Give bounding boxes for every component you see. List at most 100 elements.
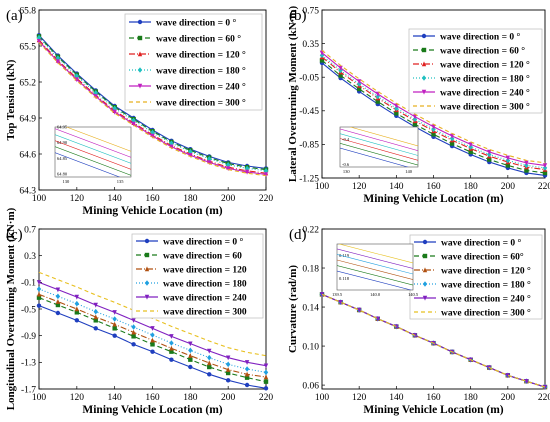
data-point bbox=[188, 341, 193, 347]
y-tick-label: 0.7 bbox=[24, 225, 36, 235]
data-point bbox=[263, 172, 269, 177]
data-point bbox=[263, 168, 269, 174]
data-point bbox=[244, 366, 250, 372]
legend-entry: wave direction = 0 ° bbox=[440, 31, 520, 42]
y-tick-label: 0.06 bbox=[302, 381, 319, 391]
legend-entry: wave direction = 60 bbox=[163, 251, 242, 261]
legend-marker bbox=[422, 239, 428, 245]
x-tick-label: 180 bbox=[183, 194, 198, 204]
legend-entry: wave direction = 180 bbox=[163, 279, 247, 289]
x-tick-label: 180 bbox=[464, 182, 479, 192]
legend-marker bbox=[421, 89, 427, 95]
chart-panel-2: (b) 100 120 140 160 180 200 220 -1.25 -0.85 -0.45 -… bbox=[287, 6, 550, 205]
data-point bbox=[207, 348, 212, 354]
legend-entry: wave direction = 120 ° bbox=[156, 49, 246, 60]
y-tick-label: -1.3 bbox=[21, 359, 36, 369]
x-tick-label: 100 bbox=[315, 393, 330, 403]
data-point bbox=[487, 157, 492, 162]
data-point bbox=[131, 318, 136, 323]
inset-frame bbox=[54, 126, 132, 178]
data-point bbox=[394, 111, 399, 116]
legend-marker bbox=[144, 266, 150, 272]
data-point bbox=[36, 286, 42, 292]
data-point bbox=[112, 105, 117, 112]
inset-x-tick-label: 140 bbox=[405, 169, 413, 174]
x-tick-label: 120 bbox=[70, 393, 85, 403]
legend-marker bbox=[421, 33, 427, 39]
data-point bbox=[394, 103, 399, 109]
data-point bbox=[225, 370, 231, 376]
legend: wave direction = 0 ° wave direction = 60 … bbox=[408, 28, 543, 114]
legend-entry: wave direction = 240 ° bbox=[156, 81, 246, 92]
legend-entry: wave direction = 300 ° bbox=[441, 307, 531, 318]
x-tick-label: 100 bbox=[315, 182, 330, 192]
data-point bbox=[169, 349, 174, 354]
inset-series-line bbox=[337, 259, 413, 280]
y-tick-label: 0.75 bbox=[302, 6, 319, 16]
inset-plot: 130 135 64.80 64.85 64.90 64.95 bbox=[54, 125, 132, 184]
x-tick-label: 120 bbox=[352, 393, 367, 403]
legend-entry: wave direction = 0 ° bbox=[156, 17, 236, 28]
data-point bbox=[150, 326, 155, 331]
data-point bbox=[188, 153, 193, 158]
x-tick-label: 100 bbox=[32, 393, 47, 403]
data-point bbox=[188, 357, 193, 362]
legend-marker bbox=[144, 252, 150, 258]
panel-label: (d) bbox=[289, 227, 307, 243]
legend-marker bbox=[422, 267, 428, 273]
legend-entry: wave direction = 60 ° bbox=[156, 33, 241, 44]
panel-label: (a) bbox=[6, 8, 23, 24]
inset-series-line bbox=[337, 254, 413, 275]
x-tick-label: 120 bbox=[352, 182, 367, 192]
inset-series-line bbox=[340, 143, 418, 166]
data-point bbox=[244, 360, 250, 365]
y-tick-label: 65.8 bbox=[19, 6, 36, 16]
x-tick-label: 160 bbox=[145, 194, 160, 204]
data-point bbox=[93, 302, 98, 308]
data-point bbox=[93, 308, 98, 315]
legend-marker bbox=[137, 67, 143, 73]
data-point bbox=[244, 169, 250, 175]
data-point bbox=[207, 160, 212, 165]
data-point bbox=[169, 144, 174, 150]
data-point bbox=[36, 39, 42, 44]
legend-box bbox=[408, 28, 543, 114]
inset-y-tick-label: 0.118 bbox=[339, 276, 350, 281]
legend-marker bbox=[144, 280, 150, 286]
data-point bbox=[356, 86, 362, 92]
data-point bbox=[468, 142, 473, 147]
x-tick-label: 120 bbox=[70, 194, 85, 204]
legend-entry: wave direction = 120 ° bbox=[441, 265, 531, 276]
legend-marker bbox=[422, 295, 428, 301]
legend-entry: wave direction = 0 ° bbox=[441, 237, 521, 248]
x-tick-label: 200 bbox=[221, 194, 236, 204]
data-point bbox=[150, 129, 155, 136]
y-tick-label: -0.05 bbox=[299, 74, 319, 84]
x-axis-title: Mining Vehicle Location (m) bbox=[82, 205, 222, 217]
x-axis-title: Mining Vehicle Location (m) bbox=[363, 404, 503, 416]
inset-traces bbox=[337, 244, 413, 290]
y-tick-label: 64.3 bbox=[19, 186, 36, 196]
panel-label: (b) bbox=[289, 8, 307, 24]
data-point bbox=[55, 310, 61, 316]
data-point bbox=[36, 295, 42, 300]
series-6 bbox=[321, 49, 546, 164]
inset-series-line bbox=[55, 152, 121, 177]
inset-series-line bbox=[340, 133, 418, 156]
inset-series-line bbox=[55, 146, 131, 176]
data-point bbox=[55, 55, 61, 61]
data-point bbox=[112, 326, 117, 331]
data-point bbox=[131, 342, 136, 347]
data-point bbox=[524, 160, 529, 166]
inset-series-line bbox=[337, 248, 413, 269]
inset-y-tick-label: 64.90 bbox=[57, 140, 68, 145]
inset-traces bbox=[340, 127, 418, 167]
data-point bbox=[207, 360, 212, 366]
inset-plot: 139.5 140.0 140.5 0.119 0.118 bbox=[332, 243, 419, 297]
x-tick-label: 180 bbox=[183, 393, 198, 403]
inset-series-line bbox=[340, 138, 418, 161]
x-tick-label: 160 bbox=[426, 182, 441, 192]
legend-entry: wave direction = 180 ° bbox=[441, 279, 531, 290]
data-point bbox=[505, 373, 511, 378]
